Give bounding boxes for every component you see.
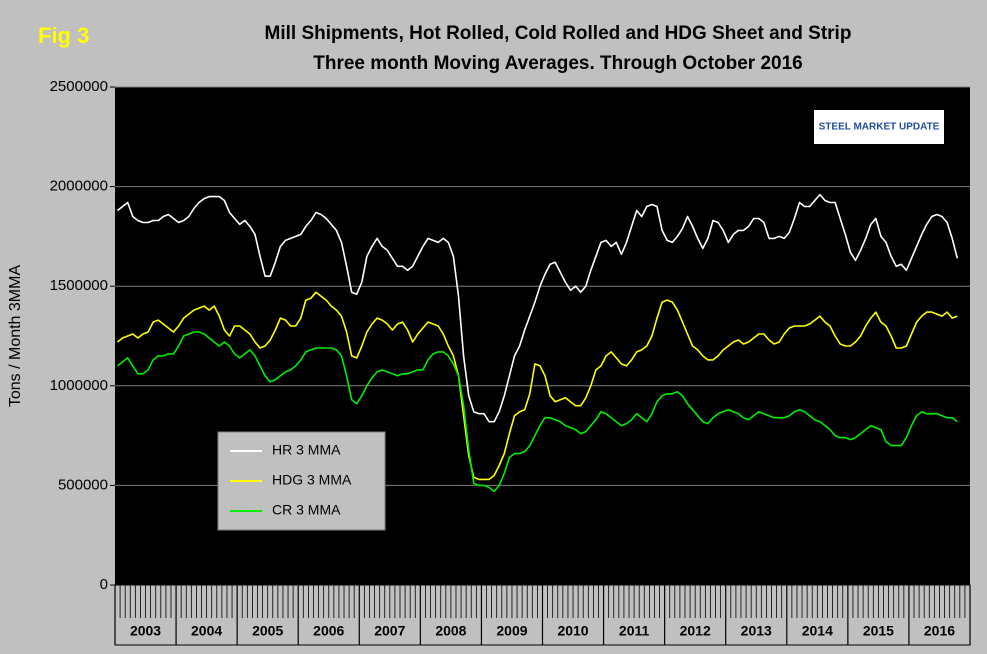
legend-label: HDG 3 MMA [272, 472, 352, 488]
x-tick-label: 2003 [130, 623, 161, 639]
x-axis: 2003 2004 2005 2006 2007 2008 2009 2010 2011 2012… [114, 585, 971, 645]
chart-subtitle: Three month Moving Averages. Through Oct… [313, 53, 803, 74]
x-tick-label: 2004 [191, 623, 222, 639]
y-tick-label: 0 [100, 576, 108, 593]
x-tick-label: 2009 [496, 623, 527, 639]
x-tick-label: 2011 [619, 623, 650, 639]
y-tick-label: 1500000 [50, 277, 108, 294]
x-tick-label: 2014 [802, 623, 833, 639]
y-tick-label: 1000000 [50, 377, 108, 394]
legend-label: CR 3 MMA [272, 502, 341, 518]
legend-label: HR 3 MMA [272, 442, 341, 458]
legend: HR 3 MMA HDG 3 MMA CR 3 MMA [217, 431, 386, 531]
x-tick-label: 2010 [557, 623, 588, 639]
x-tick-label: 2013 [741, 623, 772, 639]
y-tick-label: 2000000 [50, 178, 108, 195]
x-tick-label: 2012 [680, 623, 711, 639]
logo-box [814, 110, 944, 144]
series-line [117, 331, 958, 493]
y-tick-label: 500000 [58, 476, 108, 493]
y-tick-label: 2500000 [50, 78, 108, 95]
x-tick-label: 2005 [252, 623, 283, 639]
figure-label: Fig 3 [38, 23, 89, 48]
y-axis-label: Tons / Month 3MMA [7, 265, 24, 408]
lines [117, 193, 959, 493]
series-line [117, 193, 959, 423]
x-tick-label: 2015 [863, 623, 894, 639]
x-tick-label: 2006 [313, 623, 344, 639]
series-line [117, 291, 958, 481]
x-tick-label: 2016 [924, 623, 955, 639]
logo: STEEL MARKET UPDATE [819, 122, 940, 133]
x-tick-label: 2008 [435, 623, 466, 639]
x-tick-label: 2007 [374, 623, 405, 639]
chart-title: Mill Shipments, Hot Rolled, Cold Rolled … [265, 23, 852, 44]
